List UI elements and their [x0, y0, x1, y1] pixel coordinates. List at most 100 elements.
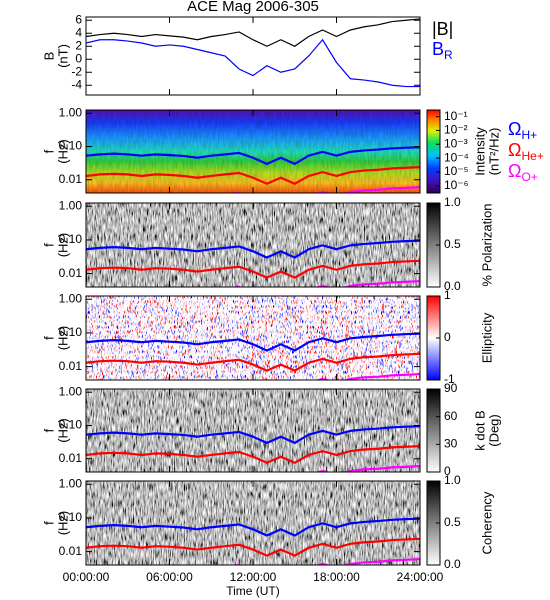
y-tick-label: 0.10 [59, 418, 83, 432]
colorbar-tick-label: 0 [444, 330, 451, 344]
data-line [86, 517, 420, 537]
data-line [107, 372, 420, 380]
y-tick-label: 1.00 [59, 105, 83, 119]
colorbar-label: Ellipticity [479, 312, 494, 363]
y-axis-label: (Hz) [55, 511, 70, 536]
y-tick-label: 6 [75, 12, 82, 26]
y-axis-label: f [41, 428, 56, 432]
data-line [86, 352, 420, 372]
spectrogram [86, 481, 420, 565]
data-line [107, 186, 420, 193]
y-axis-label: (Hz) [55, 326, 70, 351]
y-tick-label: -2 [71, 64, 82, 78]
legend-label: Ω [508, 161, 521, 181]
x-tick-label: 18:00:00 [313, 570, 360, 584]
colorbar-tick-label: 1.0 [444, 473, 461, 487]
data-line [86, 239, 420, 259]
colorbar-tick-label: 0.0 [444, 279, 461, 293]
colorbar-tick-label: 90 [444, 381, 458, 395]
y-tick-label: 0.10 [59, 139, 83, 153]
plot-area [86, 296, 420, 380]
y-axis-label: (nT) [55, 44, 70, 68]
colorbar-tick-label: 0.5 [444, 237, 461, 251]
colorbar-tick-label: 1.0 [444, 195, 461, 209]
y-tick-label: 0.10 [59, 325, 83, 339]
colorbar-label: Intensity [472, 127, 487, 176]
y-tick-label: 1.00 [59, 198, 83, 212]
colorbar-tick-label: 10⁻³ [444, 136, 468, 150]
x-tick-label: 06:00:00 [146, 570, 193, 584]
panel: f (Hz)Ω H+Ω He+Ω O+10⁻¹10⁻²10⁻³10⁻⁴10⁻⁵10⁻⁶I… [41, 105, 544, 194]
y-tick-label: 0.01 [59, 451, 83, 465]
spectrogram-texture [86, 110, 420, 193]
colorbar-tick-label: 10⁻⁵ [444, 164, 469, 178]
colorbar-tick-label: 0 [444, 464, 451, 478]
colorbar-label: k dot B [472, 410, 487, 450]
y-tick-label: 0.10 [59, 510, 83, 524]
x-axis-label: Time (UT) [226, 584, 280, 598]
y-axis-label: f [41, 336, 56, 340]
data-line [86, 259, 420, 279]
y-tick-label: 0.01 [59, 359, 83, 373]
data-line [86, 146, 420, 166]
data-line [86, 38, 420, 88]
y-axis-label: f [41, 149, 56, 153]
colorbar-tick-label: 60 [444, 409, 458, 423]
y-axis-label: B [41, 52, 56, 61]
plot-area [86, 481, 420, 565]
data-line [86, 445, 420, 464]
y-axis-label: (Hz) [55, 233, 70, 258]
y-tick-label: 1.00 [59, 476, 83, 490]
spectrogram [86, 389, 420, 472]
colorbar [426, 109, 441, 194]
colorbar-tick-label: 10⁻⁴ [444, 150, 469, 164]
colorbar-label: (nT²/Hz) [486, 128, 501, 176]
colorbar-tick-label: 10⁻⁶ [444, 178, 469, 192]
colorbar-label: Coherency [479, 491, 494, 554]
y-tick-label: 0 [75, 51, 82, 65]
data-line [107, 279, 420, 287]
colorbar-tick-label: -1 [444, 372, 455, 386]
y-axis-label: f [41, 521, 56, 525]
chart-title: ACE Mag 2006-305 [187, 0, 319, 15]
plot-area [86, 110, 420, 193]
data-line [86, 425, 420, 445]
y-axis-label: f [41, 243, 56, 247]
legend-label: B [432, 39, 444, 59]
legend-subscript: He+ [521, 149, 543, 163]
colorbar-tick-label: 30 [444, 437, 458, 451]
y-tick-label: 0.01 [59, 544, 83, 558]
legend-label: |B| [432, 19, 453, 39]
panel: f (Hz) 1 0 -1 Ellipticity 1.00 0.10 0.01 [41, 288, 494, 386]
data-line [86, 166, 420, 185]
data-line [86, 18, 420, 47]
spectrogram [86, 203, 420, 287]
y-tick-label: 0.10 [59, 232, 83, 246]
y-axis-label: (Hz) [55, 418, 70, 443]
colorbar-tick-label: 10⁻¹ [444, 109, 468, 123]
legend-label: Ω [508, 119, 521, 139]
legend-subscript: R [444, 48, 453, 62]
data-line [86, 332, 420, 352]
colorbar [426, 388, 441, 473]
legend-label: Ω [508, 140, 521, 160]
data-line [86, 537, 420, 557]
legend-subscript: O+ [521, 170, 537, 184]
data-line [107, 557, 420, 565]
plot-area [86, 389, 420, 472]
plot-area [86, 203, 420, 287]
y-tick-label: 1.00 [59, 291, 83, 305]
colorbar-tick-label: 1 [444, 288, 451, 302]
y-tick-label: 2 [75, 38, 82, 52]
panel: f (Hz) 90 60 30 0 k dot B (Deg) 1.00 0.10 0.01 [41, 381, 501, 478]
colorbar-tick-label: 0.5 [444, 515, 461, 529]
spectrogram [86, 296, 420, 380]
colorbar-tick-label: 10⁻² [444, 123, 468, 137]
y-tick-label: -4 [71, 77, 82, 91]
data-line [107, 465, 420, 472]
y-tick-label: 4 [75, 25, 82, 39]
panel: f (Hz) 1.0 0.5 0.0 Coherency 1.00 0.10 0.01 00:00… [41, 473, 494, 598]
legend-subscript: H+ [521, 128, 537, 142]
panel: f (Hz) 1.0 0.5 0.0 % Polarization 1.00 0.10 0.01 [41, 195, 494, 293]
